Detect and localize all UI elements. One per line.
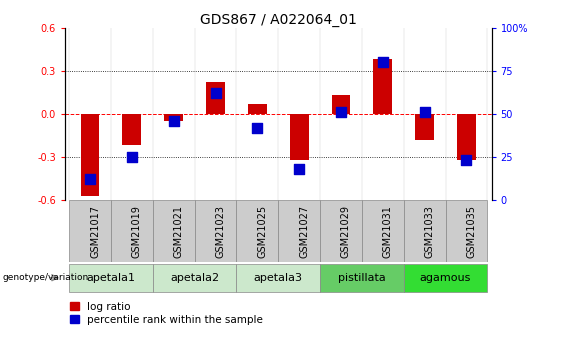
Bar xyxy=(290,114,308,160)
Text: GSM21033: GSM21033 xyxy=(425,205,434,258)
Text: apetala2: apetala2 xyxy=(170,273,219,283)
Bar xyxy=(69,264,153,292)
Point xyxy=(379,59,388,65)
Bar xyxy=(153,200,194,262)
Point xyxy=(420,109,429,115)
Text: GSM21025: GSM21025 xyxy=(257,205,267,258)
Bar xyxy=(279,200,320,262)
Point xyxy=(169,118,178,124)
Bar xyxy=(153,264,236,292)
Text: genotype/variation: genotype/variation xyxy=(3,273,89,282)
Bar xyxy=(446,200,488,262)
Text: agamous: agamous xyxy=(420,273,471,283)
Bar xyxy=(81,114,99,196)
Bar xyxy=(457,114,476,160)
Text: GSM21019: GSM21019 xyxy=(132,205,142,258)
Bar xyxy=(373,59,392,114)
Bar xyxy=(206,82,225,114)
Point xyxy=(127,154,136,160)
Bar xyxy=(123,114,141,146)
Bar xyxy=(164,114,183,121)
Bar xyxy=(332,95,350,114)
Point xyxy=(211,90,220,96)
Bar xyxy=(194,200,236,262)
Title: GDS867 / A022064_01: GDS867 / A022064_01 xyxy=(200,12,357,27)
Bar xyxy=(404,200,446,262)
Bar xyxy=(415,114,434,140)
Text: GSM21023: GSM21023 xyxy=(215,205,225,258)
Point xyxy=(253,125,262,130)
Text: GSM21017: GSM21017 xyxy=(90,205,100,258)
Point xyxy=(337,109,346,115)
Text: GSM21021: GSM21021 xyxy=(173,205,184,258)
Bar xyxy=(362,200,404,262)
Bar xyxy=(236,200,279,262)
Text: GSM21029: GSM21029 xyxy=(341,205,351,258)
Point xyxy=(85,177,94,182)
Bar xyxy=(320,200,362,262)
Text: apetala3: apetala3 xyxy=(254,273,303,283)
Bar xyxy=(236,264,320,292)
Legend: log ratio, percentile rank within the sample: log ratio, percentile rank within the sa… xyxy=(70,302,263,325)
Text: apetala1: apetala1 xyxy=(86,273,136,283)
Bar xyxy=(111,200,153,262)
Point xyxy=(295,166,304,172)
Text: pistillata: pistillata xyxy=(338,273,386,283)
Bar xyxy=(248,104,267,114)
Bar xyxy=(320,264,404,292)
Text: GSM21031: GSM21031 xyxy=(383,205,393,258)
Point xyxy=(462,158,471,163)
Bar xyxy=(69,200,111,262)
Bar xyxy=(404,264,488,292)
Text: GSM21035: GSM21035 xyxy=(467,205,476,258)
Text: GSM21027: GSM21027 xyxy=(299,205,309,258)
